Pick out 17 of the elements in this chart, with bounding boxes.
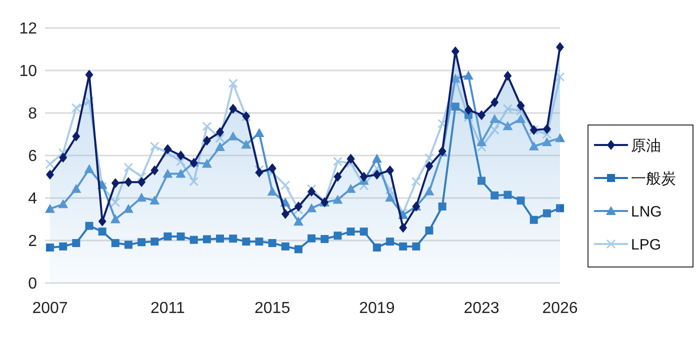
x-tick-label: 2023 [464, 300, 500, 317]
x-tick-label: 2019 [359, 300, 395, 317]
legend-label: 原油 [631, 137, 661, 154]
y-tick-label: 12 [19, 20, 38, 38]
y-tick-label: 2 [28, 233, 38, 250]
y-tick-label: 0 [28, 276, 38, 293]
y-tick-label: 4 [28, 190, 38, 208]
x-tick-label: 2011 [150, 300, 185, 317]
y-tick-label: 8 [28, 106, 38, 123]
legend-label: 一般炭 [631, 170, 676, 188]
y-tick-label: 6 [28, 148, 38, 166]
legend-label: LNG [631, 203, 662, 220]
legend-label: LPG [631, 236, 662, 254]
x-tick-label: 2026 [542, 300, 578, 317]
x-tick-label: 2015 [254, 300, 290, 317]
y-tick-label: 10 [19, 63, 38, 80]
x-tick-label: 2007 [32, 300, 68, 317]
